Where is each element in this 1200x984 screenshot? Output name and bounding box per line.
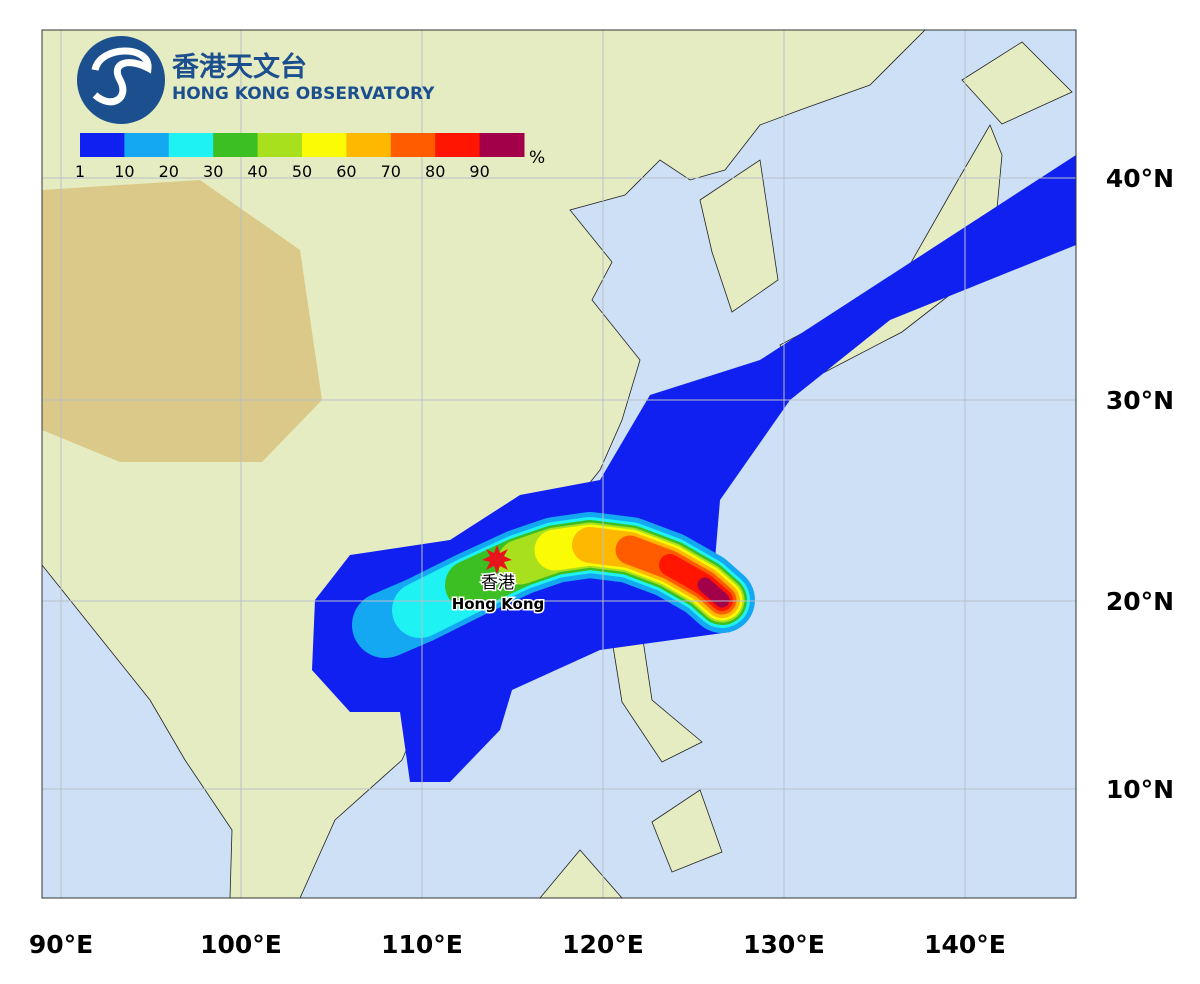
legend-label: 90	[469, 162, 489, 181]
logo: 香港天文台 HONG KONG OBSERVATORY	[77, 36, 435, 124]
swath-contour	[697, 577, 730, 608]
y-axis-label: 10°N	[1106, 775, 1174, 804]
swath-band	[312, 155, 1076, 782]
legend-swatch	[302, 133, 347, 157]
logo-title-en: HONG KONG OBSERVATORY	[172, 84, 435, 104]
legend-swatch	[80, 133, 125, 157]
x-axis-label: 90°E	[29, 930, 93, 959]
logo-swirl	[91, 47, 152, 106]
legend-label: 70	[381, 162, 401, 181]
hong-kong-marker	[482, 545, 512, 574]
legend-label: 10	[114, 162, 134, 181]
x-axis-label: 140°E	[924, 930, 1006, 959]
legend-swatch	[390, 133, 436, 157]
x-axis-label: 130°E	[743, 930, 825, 959]
legend-label: 60	[336, 162, 356, 181]
legend-label: 40	[247, 162, 267, 181]
legend: % 1 10 20 30 40 50 60 70 80 90	[75, 133, 545, 181]
x-axis-label: 110°E	[381, 930, 463, 959]
legend-swatch	[168, 133, 214, 157]
legend-swatch	[213, 133, 259, 157]
legend-swatch	[435, 133, 481, 157]
legend-swatch	[346, 133, 392, 157]
probability-swath	[312, 155, 1076, 782]
map-area: 香港 Hong Kong	[42, 30, 1076, 898]
map-frame	[41, 29, 1077, 899]
y-axis-label: 20°N	[1106, 587, 1174, 616]
y-axis-label: 40°N	[1106, 164, 1174, 193]
legend-swatch	[257, 133, 303, 157]
logo-title-zh: 香港天文台	[172, 51, 307, 83]
marker-label-zh: 香港	[481, 573, 515, 593]
axis-labels: 90°E 100°E 110°E 120°E 130°E 140°E 40°N …	[29, 164, 1174, 959]
legend-label: 50	[292, 162, 312, 181]
legend-swatch	[124, 133, 170, 157]
x-axis-label: 120°E	[562, 930, 644, 959]
legend-swatch	[479, 133, 525, 157]
marker-label-en: Hong Kong	[452, 595, 545, 613]
graticule	[42, 30, 1076, 898]
legend-unit: %	[529, 148, 545, 168]
y-axis-label: 30°N	[1106, 386, 1174, 415]
legend-label: 80	[425, 162, 445, 181]
x-axis-label: 100°E	[200, 930, 282, 959]
legend-label: 20	[159, 162, 179, 181]
plateau	[42, 180, 322, 462]
legend-label: 30	[203, 162, 223, 181]
legend-label: 1	[75, 162, 85, 181]
